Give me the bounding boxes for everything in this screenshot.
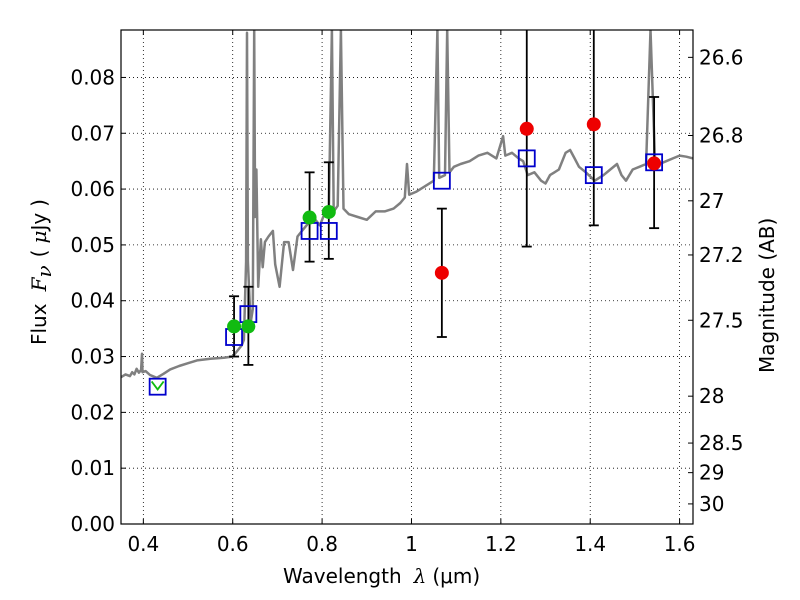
x-tick-label: 0.8 (306, 532, 338, 556)
y-tick-label: 0.00 (70, 512, 115, 536)
right-axis-tick-label: 26.6 (699, 45, 744, 69)
y-tick-label: 0.03 (70, 345, 115, 369)
red-point (586, 117, 601, 132)
spectrum-line (121, 30, 693, 380)
x-tick-label: 0.6 (217, 532, 249, 556)
green-point (227, 319, 242, 334)
y-tick-label: 0.06 (70, 177, 115, 201)
x-tick-label: 1.2 (485, 532, 517, 556)
x-tick-label: 1.6 (664, 532, 696, 556)
model-point (432, 171, 451, 190)
x-axis-label: Wavelength λ (μm) (283, 564, 480, 588)
red-points (434, 117, 662, 280)
right-axis-tick-label: 26.8 (699, 123, 744, 147)
y-tick-label: 0.04 (70, 289, 115, 313)
red-point (647, 156, 662, 171)
right-axis-tick-label: 28 (699, 384, 724, 408)
x-tick-label: 1 (405, 532, 418, 556)
y-tick-label: 0.02 (70, 400, 115, 424)
x-tick-label: 1.4 (574, 532, 606, 556)
green-point (241, 319, 256, 334)
error-bars (229, 30, 660, 366)
green-points (150, 204, 336, 391)
right-axis-tick-label: 30 (699, 492, 724, 516)
y-tick-label: 0.01 (70, 456, 115, 480)
x-tick-label: 0.4 (127, 532, 159, 556)
red-point (434, 265, 449, 280)
green-point (321, 204, 336, 219)
y-tick-label: 0.08 (70, 65, 115, 89)
green-point-upper-limit (150, 380, 165, 391)
model-point (584, 166, 603, 185)
y-tick-label: 0.05 (70, 233, 115, 257)
right-axis-tick-label: 27.2 (699, 243, 744, 267)
right-axis-tick-label: 27.5 (699, 308, 744, 332)
y-axis-label: FluxFν(μJy) (27, 199, 56, 345)
right-axis-tick-label: 29 (699, 461, 724, 485)
red-point (519, 121, 534, 136)
model-point (517, 149, 536, 168)
model-point (319, 222, 338, 240)
right-axis-label: Magnitude (AB) (755, 218, 779, 373)
axes: 0.4 0.6 0.8 1 1.2 1.4 1.6 0.00 0.01 0.02 0.03 0.04 0… (70, 30, 744, 556)
right-axis-tick-label: 28.5 (699, 431, 744, 455)
y-tick-label: 0.07 (70, 121, 115, 145)
grid (121, 30, 693, 524)
green-point (302, 210, 317, 225)
plot-frame (120, 29, 694, 525)
spectrum-series (121, 30, 693, 380)
model-point (148, 377, 167, 396)
right-axis-tick-label: 27 (699, 189, 724, 213)
